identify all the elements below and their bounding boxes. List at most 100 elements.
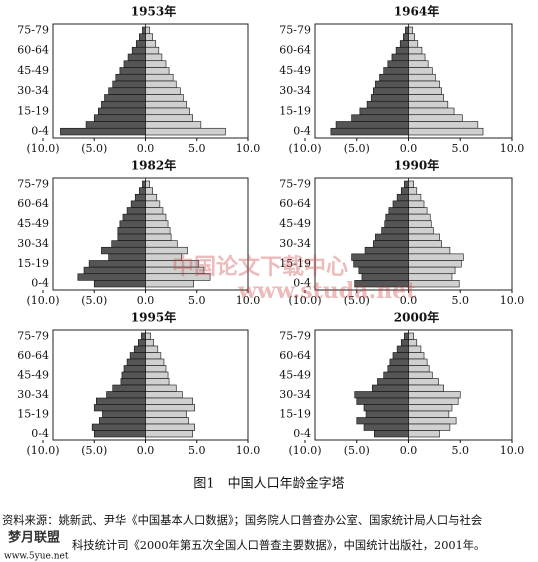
bar xyxy=(408,404,453,412)
y-tick-label: 60-64 xyxy=(279,197,311,210)
y-tick-label: 60-64 xyxy=(279,349,311,362)
panel-title: 1995年 xyxy=(131,310,176,325)
bar xyxy=(408,332,414,340)
x-tick-label: (5.0) xyxy=(81,294,107,307)
bar xyxy=(85,121,146,129)
x-tick-label: (5.0) xyxy=(344,294,370,307)
bar xyxy=(115,73,146,82)
bar xyxy=(408,180,414,188)
bar xyxy=(404,332,409,340)
bar xyxy=(408,40,419,48)
bar xyxy=(359,107,409,116)
plot-frame xyxy=(52,177,249,291)
bar xyxy=(77,273,146,281)
y-tick-label: 15-19 xyxy=(17,407,49,420)
y-tick-label: 45-49 xyxy=(17,217,49,230)
bar xyxy=(408,345,422,353)
bar xyxy=(356,417,409,425)
y-tick-label: 0-4 xyxy=(293,277,311,290)
bar xyxy=(379,73,409,82)
x-tick-label: (10.0) xyxy=(288,444,321,457)
y-tick-label: 45-49 xyxy=(17,368,49,381)
x-tick-label: 5.0 xyxy=(188,294,206,307)
panel-title: 1964年 xyxy=(394,4,439,19)
bar xyxy=(104,94,146,102)
bar xyxy=(408,260,462,268)
y-tick-label: 75-79 xyxy=(279,329,311,342)
bar xyxy=(400,339,409,347)
bar xyxy=(134,193,146,202)
bar xyxy=(145,430,193,438)
bar xyxy=(408,378,439,386)
bar xyxy=(351,253,409,261)
bar xyxy=(93,114,146,122)
panel-title: 2000年 xyxy=(394,310,439,325)
bar xyxy=(131,46,146,55)
bar xyxy=(145,404,196,412)
bar xyxy=(145,213,167,222)
bar xyxy=(400,187,409,195)
bar xyxy=(145,80,177,89)
x-tick-label: (10.0) xyxy=(288,294,321,307)
bar xyxy=(145,40,157,48)
bar xyxy=(408,352,425,360)
x-tick-label: (10.0) xyxy=(26,142,59,155)
bar xyxy=(145,339,154,347)
y-tick-label: 45-49 xyxy=(279,217,311,230)
y-tick-label: 0-4 xyxy=(31,125,49,138)
bar xyxy=(388,207,409,215)
bar xyxy=(102,410,146,418)
x-tick-label: 10.0 xyxy=(236,142,261,155)
bar xyxy=(145,46,160,55)
bar xyxy=(408,246,451,255)
bar xyxy=(123,365,146,373)
plot-frame xyxy=(52,23,249,139)
bar xyxy=(145,332,151,340)
y-tick-label: 60-64 xyxy=(17,197,49,210)
bar xyxy=(145,391,183,399)
watermark: www.studa.net xyxy=(237,278,417,304)
bar xyxy=(145,365,167,373)
bar xyxy=(121,371,146,379)
bar xyxy=(145,100,187,109)
bar xyxy=(145,345,159,353)
y-tick-label: 30-34 xyxy=(17,237,49,250)
bar xyxy=(145,94,184,102)
bar xyxy=(123,60,146,68)
bar xyxy=(408,73,436,82)
y-tick-label: 45-49 xyxy=(17,64,49,77)
y-tick-label: 30-34 xyxy=(279,84,311,97)
bar xyxy=(98,107,146,116)
bar xyxy=(404,180,409,188)
source-line: 资料来源：姚新武、尹华《中国基本人口数据》；国务院人口普查办公室、国家统计局人口… xyxy=(2,513,482,527)
y-tick-label: 15-19 xyxy=(279,104,311,117)
y-tick-label: 75-79 xyxy=(279,23,311,36)
bar xyxy=(408,80,440,89)
bar xyxy=(145,220,169,228)
y-tick-label: 30-34 xyxy=(17,84,49,97)
bar xyxy=(145,200,161,208)
bar xyxy=(130,200,146,208)
x-tick-label: 10.0 xyxy=(500,142,525,155)
bar xyxy=(408,358,428,366)
bar xyxy=(408,266,456,275)
bar xyxy=(395,46,409,55)
bar xyxy=(122,213,146,222)
bar xyxy=(356,397,409,405)
bar xyxy=(108,87,146,95)
bar xyxy=(126,207,146,215)
y-tick-label: 75-79 xyxy=(17,329,49,342)
bar xyxy=(145,352,162,360)
x-tick-label: 5.0 xyxy=(188,142,206,155)
bar xyxy=(408,187,418,195)
bar xyxy=(408,127,484,136)
bar xyxy=(145,227,171,235)
y-tick-label: 30-34 xyxy=(279,237,311,250)
bar xyxy=(145,121,202,129)
bar xyxy=(408,114,463,122)
bar xyxy=(145,410,187,418)
x-tick-label: 5.0 xyxy=(452,444,470,457)
bar xyxy=(145,397,193,405)
y-tick-label: 60-64 xyxy=(17,349,49,362)
